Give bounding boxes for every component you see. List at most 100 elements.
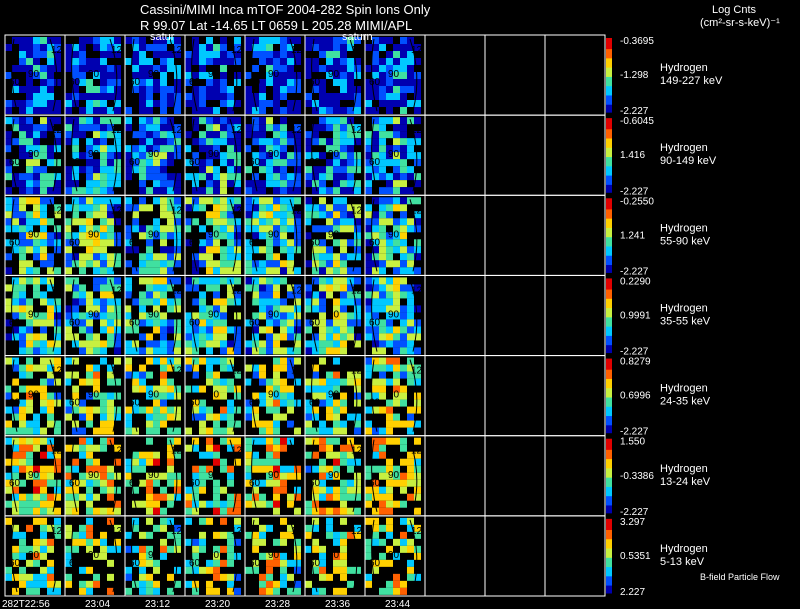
pitch-angle-contour <box>349 359 358 432</box>
data-pixel <box>252 124 259 132</box>
data-pixel <box>312 493 319 501</box>
data-pixel <box>365 145 372 153</box>
data-pixel <box>5 117 12 125</box>
pitch-angle-contour <box>311 279 318 352</box>
data-pixel <box>393 65 400 72</box>
data-pixel <box>414 486 421 494</box>
data-pixel <box>65 44 72 51</box>
data-pixel <box>174 173 181 181</box>
data-pixel <box>206 267 213 275</box>
data-pixel <box>347 166 354 174</box>
data-pixel <box>146 517 153 525</box>
data-pixel <box>326 204 333 212</box>
data-pixel <box>259 427 266 435</box>
data-pixel <box>153 458 160 466</box>
data-pixel <box>386 145 393 153</box>
data-pixel <box>365 107 372 114</box>
pitch-angle-contour <box>131 38 138 112</box>
data-pixel <box>372 392 379 400</box>
data-pixel <box>347 187 354 195</box>
colorbar-segment <box>606 470 612 473</box>
data-pixel <box>213 451 220 459</box>
data-pixel <box>199 420 206 428</box>
data-pixel <box>414 493 421 501</box>
data-pixel <box>199 298 206 306</box>
data-pixel <box>393 573 400 581</box>
data-pixel <box>199 204 206 212</box>
data-pixel <box>407 493 414 501</box>
data-pixel <box>47 472 54 480</box>
data-pixel <box>354 413 361 421</box>
data-pixel <box>287 187 294 195</box>
data-pixel <box>40 93 47 100</box>
data-pixel <box>407 545 414 553</box>
data-pixel <box>167 218 174 226</box>
pitch-angle-label: 12 <box>231 366 243 377</box>
data-pixel <box>245 72 252 79</box>
colorbar-segment <box>606 295 612 298</box>
data-pixel <box>33 211 40 219</box>
data-pixel <box>19 173 26 181</box>
data-pixel <box>19 305 26 313</box>
data-pixel <box>326 218 333 226</box>
data-pixel <box>220 326 227 334</box>
data-pixel <box>153 319 160 327</box>
data-pixel <box>280 399 287 407</box>
data-pixel <box>354 124 361 132</box>
data-pixel <box>185 566 192 574</box>
data-pixel <box>414 451 421 459</box>
colorbar-segment <box>606 207 612 210</box>
data-pixel <box>393 180 400 188</box>
data-pixel <box>79 493 86 501</box>
colorbar-segment <box>606 99 612 102</box>
data-pixel <box>26 72 33 79</box>
data-pixel <box>26 173 33 181</box>
pitch-angle-label: 90 <box>28 310 40 321</box>
data-pixel <box>146 580 153 588</box>
data-pixel <box>319 399 326 407</box>
data-pixel <box>199 291 206 299</box>
data-pixel <box>26 232 33 240</box>
data-pixel <box>227 472 234 480</box>
data-pixel <box>100 159 107 167</box>
data-pixel <box>107 472 114 480</box>
data-pixel <box>259 267 266 275</box>
pitch-angle-label: 90 <box>28 470 40 481</box>
colorbar-segment <box>606 177 612 180</box>
data-pixel <box>340 267 347 275</box>
data-pixel <box>167 465 174 473</box>
data-pixel <box>114 232 121 240</box>
data-pixel <box>273 225 280 233</box>
colorbar-segment <box>606 91 612 95</box>
data-pixel <box>160 37 167 44</box>
data-pixel <box>319 340 326 348</box>
data-pixel <box>114 333 121 341</box>
data-pixel <box>139 72 146 79</box>
data-pixel <box>19 420 26 428</box>
data-pixel <box>167 319 174 327</box>
data-pixel <box>294 86 301 93</box>
data-pixel <box>86 451 93 459</box>
data-pixel <box>333 197 340 205</box>
data-pixel <box>354 566 361 574</box>
colorbar-segment <box>606 268 612 272</box>
data-pixel <box>365 86 372 93</box>
data-pixel <box>26 267 33 275</box>
data-pixel <box>386 524 393 532</box>
data-pixel <box>114 138 121 146</box>
data-pixel <box>199 486 206 494</box>
data-pixel <box>400 232 407 240</box>
data-pixel <box>326 378 333 386</box>
data-pixel <box>107 406 114 414</box>
colorbar-segment <box>606 229 612 233</box>
data-pixel <box>234 197 241 205</box>
data-pixel <box>294 559 301 567</box>
data-pixel <box>54 587 61 595</box>
data-pixel <box>365 93 372 100</box>
pitch-angle-label: 60 <box>189 77 201 88</box>
data-pixel <box>26 298 33 306</box>
colorbar-segment <box>606 84 612 87</box>
data-pixel <box>365 319 372 327</box>
data-pixel <box>146 117 153 125</box>
data-pixel <box>33 312 40 320</box>
